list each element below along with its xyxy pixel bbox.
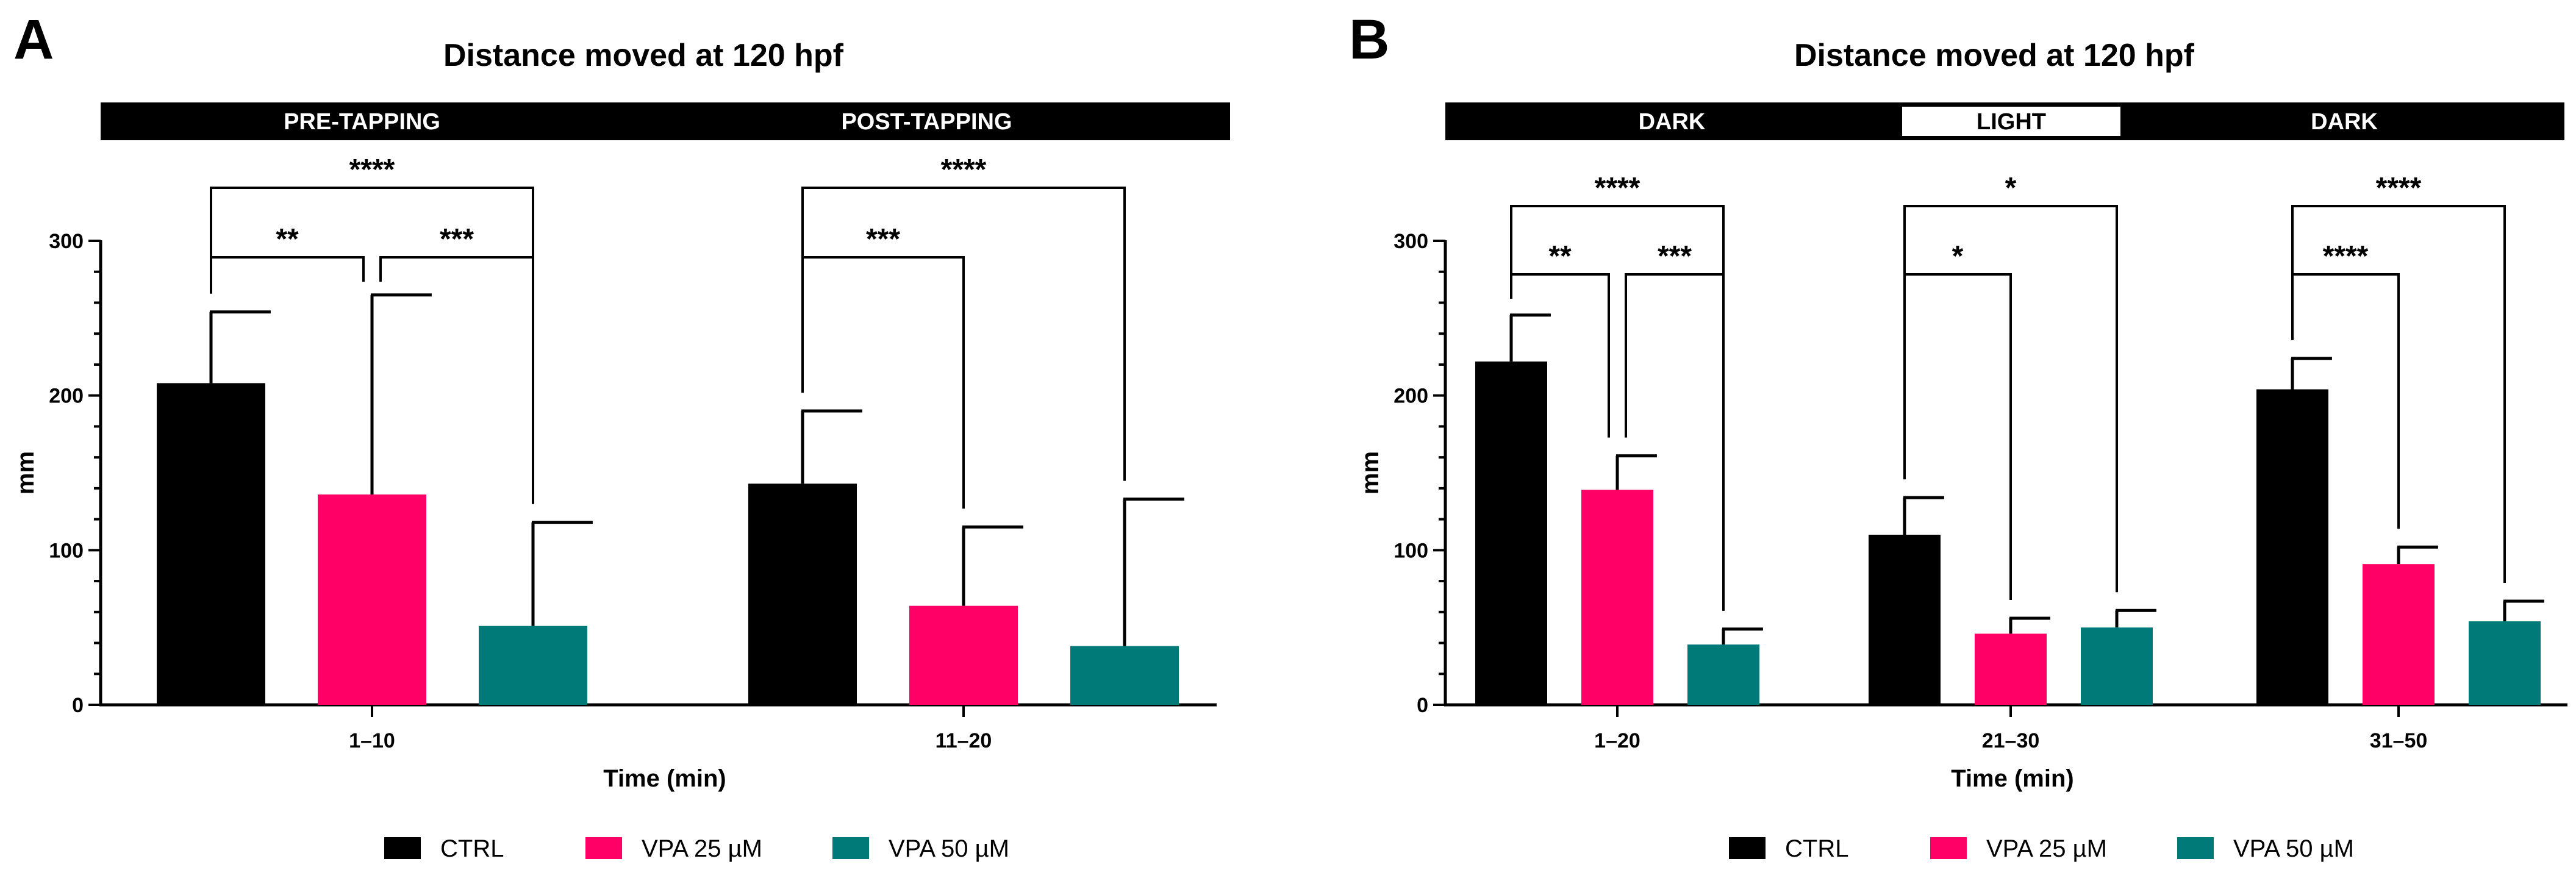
band-1-fill: [1902, 107, 2120, 136]
significance-label: ****: [2323, 240, 2369, 273]
bar-vpa-50-m: [1687, 644, 1759, 705]
y-tick-label: 0: [72, 694, 84, 717]
significance-bracket: [801, 256, 965, 509]
y-tick-label: 200: [1394, 385, 1428, 408]
significance-label: ***: [866, 223, 900, 255]
y-axis-label: mm: [1357, 451, 1384, 494]
significance-bracket: [801, 187, 1126, 481]
bar-vpa-25-m: [318, 494, 426, 705]
x-axis-label: Time (min): [603, 765, 726, 792]
band-label: DARK: [1639, 109, 1706, 135]
x-tick-label: 31–50: [2370, 729, 2428, 752]
bar-ctrl: [1869, 534, 1941, 705]
legend-swatch: [1729, 837, 1766, 859]
bar-vpa-25-m: [1581, 490, 1653, 705]
y-tick-label: 300: [49, 230, 84, 253]
bar-vpa-50-m: [479, 626, 587, 705]
significance-label: ****: [941, 154, 987, 186]
significance-label: ***: [1658, 240, 1692, 273]
legend-swatch: [585, 837, 622, 859]
legend-swatch: [832, 837, 869, 859]
band-1-fill: [623, 102, 1230, 140]
significance-label: ****: [1595, 172, 1640, 204]
bar-vpa-25-m: [1975, 634, 2047, 705]
x-tick-label: 1–10: [349, 729, 395, 752]
bar-vpa-25-m: [909, 605, 1018, 705]
bar-vpa-50-m: [2469, 621, 2541, 705]
significance-label: **: [1548, 240, 1572, 273]
legend-swatch: [384, 837, 421, 859]
x-tick-label: 11–20: [936, 729, 992, 752]
y-tick-label: 0: [1417, 694, 1428, 717]
panel-letter: A: [13, 9, 54, 71]
band-2-fill: [2124, 102, 2564, 140]
significance-bracket: [1510, 205, 1725, 611]
y-axis-label: mm: [12, 451, 39, 494]
significance-label: ****: [2376, 172, 2422, 204]
panel-b: B Distance moved at 120 hpf DARK LIGHT DARK 0…: [1349, 9, 2567, 862]
bar-ctrl: [748, 484, 857, 705]
significance-label: ***: [440, 223, 474, 255]
panel-a: A Distance moved at 120 hpf PRE-TAPPING POS…: [12, 9, 1230, 862]
x-tick-label: 1–20: [1594, 729, 1640, 752]
significance-bracket: [2291, 205, 2506, 584]
significance-label: **: [276, 223, 299, 255]
x-axis-label: Time (min): [1951, 765, 2074, 792]
y-tick-label: 100: [49, 539, 84, 562]
legend-label: CTRL: [440, 835, 504, 862]
chart-title: Distance moved at 120 hpf: [443, 38, 844, 73]
legend-swatch: [1930, 837, 1967, 859]
significance-bracket: [210, 187, 534, 504]
chart-title: Distance moved at 120 hpf: [1794, 38, 2195, 73]
bar-ctrl: [157, 383, 265, 705]
y-tick-label: 100: [1394, 539, 1428, 562]
legend-label: VPA 25 µM: [1986, 835, 2107, 862]
band-0-fill: [1445, 102, 1898, 140]
x-tick-label: 21–30: [1982, 729, 2040, 752]
bar-vpa-50-m: [1070, 646, 1179, 705]
band-label: DARK: [2311, 109, 2378, 135]
bar-vpa-25-m: [2363, 564, 2435, 705]
band-label: PRE-TAPPING: [284, 109, 440, 135]
significance-bracket: [1903, 205, 2118, 593]
legend-label: CTRL: [1785, 835, 1848, 862]
significance-label: ****: [349, 154, 395, 186]
band-0-fill: [101, 102, 623, 140]
bar-vpa-50-m: [2081, 627, 2153, 705]
significance-label: *: [1952, 240, 1964, 273]
bar-ctrl: [1475, 361, 1547, 705]
bar-ctrl: [2256, 389, 2328, 705]
legend-label: VPA 50 µM: [2233, 835, 2354, 862]
y-tick-label: 300: [1394, 230, 1428, 253]
panel-letter: B: [1349, 9, 1389, 71]
legend-label: VPA 25 µM: [642, 835, 762, 862]
band-label: POST-TAPPING: [841, 109, 1012, 135]
significance-label: *: [2005, 172, 2017, 204]
legend-swatch: [2177, 837, 2214, 859]
band-label: LIGHT: [1977, 109, 2046, 135]
legend-label: VPA 50 µM: [889, 835, 1009, 862]
significance-bracket: [210, 256, 365, 294]
y-tick-label: 200: [49, 385, 84, 408]
